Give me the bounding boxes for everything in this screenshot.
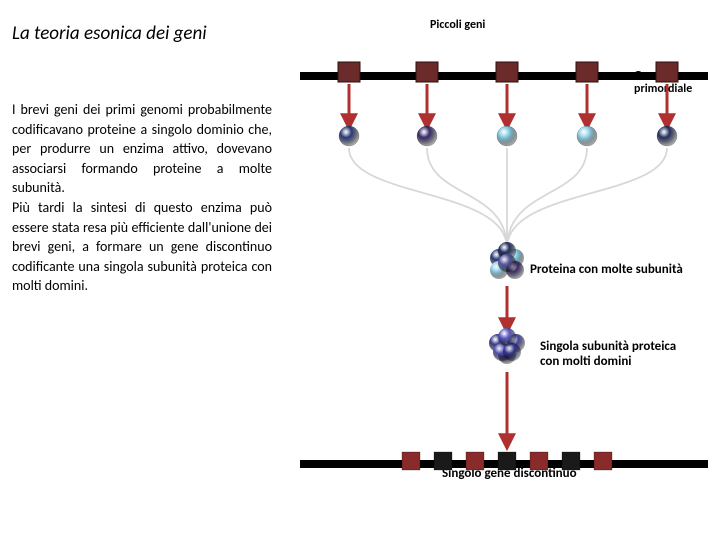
exon-theory-diagram [300, 28, 710, 498]
body-paragraph: I brevi geni dei primi genomi probabilme… [12, 100, 272, 296]
page-title: La teoria esonica dei geni [12, 22, 207, 45]
diagram-svg [300, 28, 710, 498]
